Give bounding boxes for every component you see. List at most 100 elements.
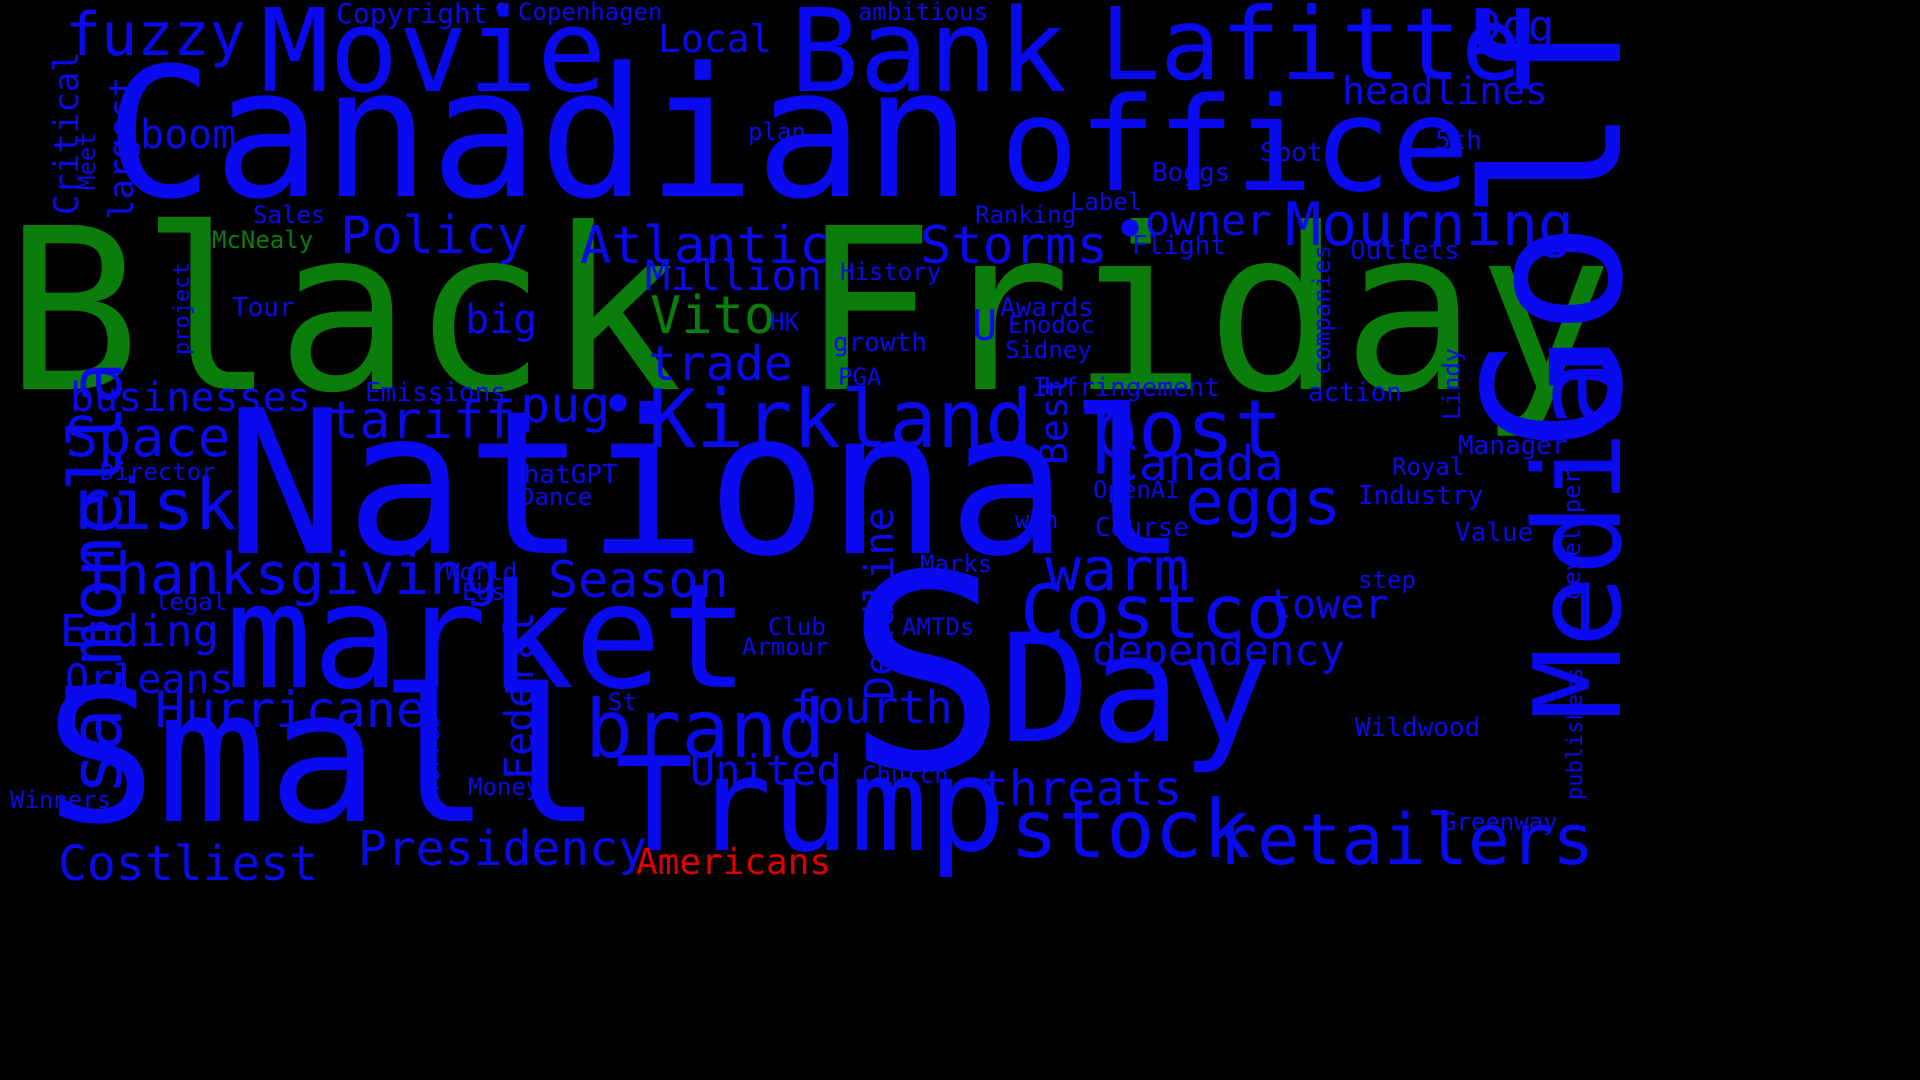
word-history: History	[840, 258, 942, 286]
word-manager: Manager	[1458, 431, 1568, 461]
word-policy: Policy	[340, 206, 528, 266]
word-movie: Movie	[260, 0, 607, 119]
word-office: office	[1000, 69, 1470, 221]
word-atlantic: Atlantic	[580, 216, 831, 276]
word-money: Money	[468, 773, 541, 801]
word-dog: Dog	[1475, 1, 1555, 52]
word-trump: Trump	[615, 729, 1007, 881]
word-label: Label	[1070, 188, 1143, 216]
word-lindy: Lindy	[1438, 347, 1466, 420]
word-big: big	[465, 297, 538, 343]
word-day: Day	[1000, 603, 1271, 777]
word-awards: Awards	[1000, 293, 1094, 323]
word-national: National	[225, 368, 1189, 601]
word-pga: PGA	[838, 363, 882, 391]
word-americans: Americans	[636, 842, 832, 883]
word-canada: Canada	[1110, 436, 1284, 492]
word-sales: Sales	[253, 201, 326, 229]
word-businesses: businesses	[70, 375, 311, 421]
word-orleans: Orleans	[65, 657, 234, 703]
word-wildwood: Wildwood	[1355, 713, 1481, 743]
word-risk: risk	[68, 464, 237, 546]
word-openai: OpenAI	[1093, 476, 1180, 504]
word-outlets: Outlets	[1350, 236, 1460, 266]
word-value: Value	[1455, 518, 1534, 548]
word-emissions: Emissions	[365, 378, 506, 408]
word-dot: •	[1112, 195, 1149, 265]
word-winners: Winners	[10, 786, 112, 814]
word-meet: Meet	[73, 132, 101, 190]
word-infringement: Infringement	[1032, 373, 1220, 403]
word-u: U	[972, 301, 998, 350]
word-presidency: Presidency	[358, 821, 647, 877]
word-post: post	[1090, 383, 1283, 476]
word-enodoc: Enodoc	[1008, 311, 1095, 339]
word-ambitious: ambitious	[858, 0, 989, 26]
word-director: Director	[100, 458, 216, 486]
word-thanksgiving: Thanksgiving	[80, 540, 500, 608]
word-project: project	[170, 262, 195, 355]
word-costliest: Costliest	[58, 836, 319, 892]
word-ending: Ending	[60, 606, 219, 657]
word-boggs: Boggs	[1152, 158, 1231, 188]
word-growth: growth	[833, 328, 927, 358]
word-vito: Vito	[650, 286, 776, 346]
word-space: Space	[65, 405, 231, 469]
word-dot: •	[600, 370, 637, 440]
word-warm: warm	[1045, 535, 1190, 605]
word-pug: pug	[520, 376, 611, 434]
word-hk: HK	[770, 308, 799, 336]
word-brand: brand	[585, 683, 826, 776]
word-small: Small	[45, 649, 602, 865]
word-eggs: eggs	[1185, 465, 1342, 540]
word-armour: Armour	[742, 633, 829, 661]
word-publishers: publishers	[1563, 667, 1588, 800]
word-retailers: retailers	[1215, 799, 1595, 881]
word-companies: companies	[1308, 244, 1336, 375]
word-step: step	[1358, 566, 1416, 594]
word-largest: largest	[102, 76, 142, 220]
word-mourning: Mourning	[1285, 190, 1574, 260]
word-st: St	[608, 688, 637, 716]
word-greenway: Greenway	[1442, 808, 1558, 836]
word-ranking: Ranking	[975, 201, 1077, 229]
word-club: Club	[768, 613, 826, 641]
word-action: action	[1308, 378, 1402, 408]
word-copyright: Copyright	[336, 0, 488, 30]
word-course: Course	[1095, 513, 1189, 543]
word-tour: Tour	[232, 293, 295, 323]
word-season: Season	[548, 551, 729, 609]
word-church: Church	[862, 761, 949, 789]
word-lafitte: Lafitte	[1100, 0, 1522, 103]
word-5th: 5th	[1435, 126, 1482, 156]
word-owner: owner	[1145, 196, 1272, 245]
word-torres: Torres	[420, 715, 445, 795]
word-hurricane: Hurricane	[155, 681, 426, 739]
word-local: Local	[658, 17, 773, 61]
word-market: market	[225, 553, 749, 722]
word-eus: EUs	[462, 578, 506, 606]
word-copenhagen: Copenhagen	[518, 0, 663, 26]
word-costco: Costco	[1020, 568, 1291, 656]
word-flight: Flight	[1132, 231, 1226, 261]
word-storms: Storms	[920, 216, 1108, 276]
word-s: S	[845, 517, 1008, 832]
word-dance: Dance	[520, 483, 593, 511]
word-tariff: tariff	[328, 391, 516, 451]
word-legal: legal	[155, 588, 228, 616]
word-dependency: dependency	[1092, 626, 1345, 675]
word-united: United	[690, 746, 842, 795]
word-plan: plan	[748, 118, 806, 146]
word-federal: Federal	[497, 611, 543, 780]
word-black: Black	[5, 181, 683, 443]
word-deadline: Deadline	[857, 507, 903, 700]
word-industry: Industry	[1358, 481, 1484, 511]
word-chatgpt: ChatGPT	[508, 460, 618, 490]
word-kirkland: Kirkland	[648, 373, 1034, 466]
word-win: win	[1015, 506, 1059, 534]
word-fourth: fourth	[790, 681, 953, 734]
word-world: World	[445, 558, 518, 586]
word-spot: Spot	[1260, 138, 1323, 168]
word-million: Million	[645, 251, 823, 300]
